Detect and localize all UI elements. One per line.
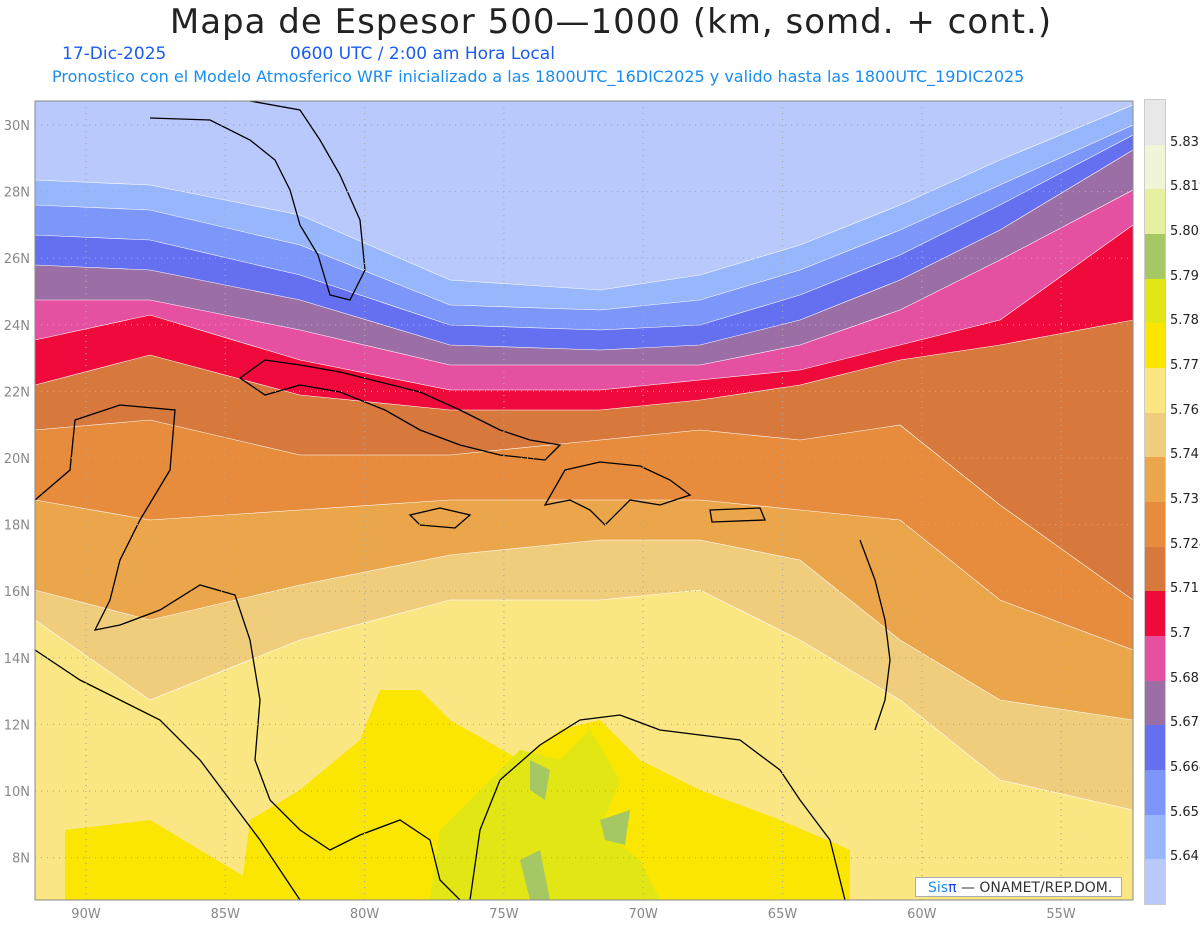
map-title: Mapa de Espesor 500—1000 (km, somd. + co… (169, 2, 1053, 42)
puerto-rico-coast (709, 507, 766, 523)
credit-box: Sisπ — ONAMET/REP.DOM. (915, 877, 1122, 897)
lon-label: 80W (350, 907, 380, 922)
lon-label: 90W (71, 907, 101, 922)
thickness-band (65, 820, 250, 900)
lat-label: 24N (4, 319, 30, 334)
lat-label: 18N (4, 519, 30, 534)
colorbar-label: 5.748 (1170, 447, 1200, 463)
thickness-band (430, 730, 660, 900)
south-america-coast (469, 714, 846, 900)
colorbar-bin (1145, 502, 1165, 547)
colorbar-label: 5.831 (1170, 134, 1200, 150)
forecast-time: 0600 UTC / 2:00 am Hora Local (290, 44, 555, 64)
colorbar-label: 5.783 (1170, 313, 1200, 329)
credit-brand-pi: π (948, 880, 957, 896)
hispaniola-coast (543, 461, 692, 526)
colorbar-bin (1145, 546, 1165, 592)
colorbar-bin (1145, 368, 1165, 413)
lat-label: 16N (4, 585, 30, 600)
yucatan-central-america-coast (35, 404, 461, 900)
lat-label: 28N (4, 186, 30, 201)
lon-label: 55W (1046, 907, 1076, 922)
lat-label: 10N (4, 785, 30, 800)
lat-axis: 30N 28N 26N 24N 22N 20N 18N 16N 14N 12N 10N 8N (4, 119, 30, 867)
lat-label: 12N (4, 718, 30, 733)
colorbar-bin (1145, 278, 1165, 324)
lat-label: 20N (4, 452, 30, 467)
lon-label: 75W (489, 907, 519, 922)
lat-label: 22N (4, 385, 30, 400)
colorbar-label: 5.772 (1170, 358, 1200, 373)
colorbar-bin (1145, 770, 1165, 815)
colorbar-bin (1145, 859, 1165, 905)
lat-label: 14N (4, 652, 30, 667)
map-frame (34, 100, 1134, 901)
cuba-coast (238, 359, 562, 461)
colorbar-bin (1145, 591, 1165, 637)
colorbar-bin (1145, 323, 1165, 369)
pacific-coast (35, 649, 301, 900)
coastlines (35, 101, 891, 900)
colorbar-label: 5.736 (1170, 492, 1200, 507)
colorbar-label: 5.664 (1170, 760, 1200, 775)
forecast-date: 17-Dic-2025 (62, 44, 167, 64)
lon-axis: 90W 85W 80W 75W 70W 65W 60W 55W (71, 907, 1076, 922)
credit-text: — ONAMET/REP.DOM. (956, 880, 1113, 896)
lat-label: 8N (12, 852, 30, 867)
lon-label: 85W (211, 907, 241, 922)
colorbar-label: 5.795 (1170, 268, 1200, 284)
colorbar-bin (1145, 636, 1165, 681)
lon-label: 65W (768, 907, 798, 922)
lat-label: 30N (4, 119, 30, 134)
colorbar-label: 5.819 (1170, 179, 1200, 195)
colorbar-bin (1145, 680, 1165, 726)
colorbar-bin (1145, 814, 1165, 860)
colorbar-bin (1145, 234, 1165, 279)
colorbar (1144, 99, 1166, 905)
lon-label: 60W (907, 907, 937, 922)
colorbar-label: 5.676 (1170, 715, 1200, 731)
colorbar-label: 5.64 (1170, 849, 1199, 865)
colorbar-label: 5.807 (1170, 224, 1200, 239)
colorbar-bin (1145, 412, 1165, 458)
colorbar-label: 5.712 (1170, 581, 1200, 597)
colorbar-bin (1145, 725, 1165, 771)
colorbar-label: 5.688 (1170, 670, 1200, 686)
colorbar-bin (1145, 144, 1165, 190)
colorbar-bin (1145, 457, 1165, 503)
jamaica-coast (408, 507, 472, 529)
lon-label: 70W (628, 907, 658, 922)
colorbar-label: 5.7 (1170, 626, 1191, 641)
lat-label: 26N (4, 252, 30, 267)
florida-coast (149, 101, 366, 301)
colorbar-bin (1145, 100, 1165, 145)
colorbar-label: 5.76 (1170, 402, 1199, 418)
model-subtitle: Pronostico con el Modelo Atmosferico WRF… (52, 67, 1025, 86)
credit-brand: Sis (928, 880, 949, 896)
colorbar-label: 5.652 (1170, 804, 1200, 820)
lesser-antilles (859, 539, 891, 731)
thickness-band (520, 760, 630, 900)
colorbar-label: 5.724 (1170, 536, 1200, 552)
colorbar-bin (1145, 189, 1165, 235)
